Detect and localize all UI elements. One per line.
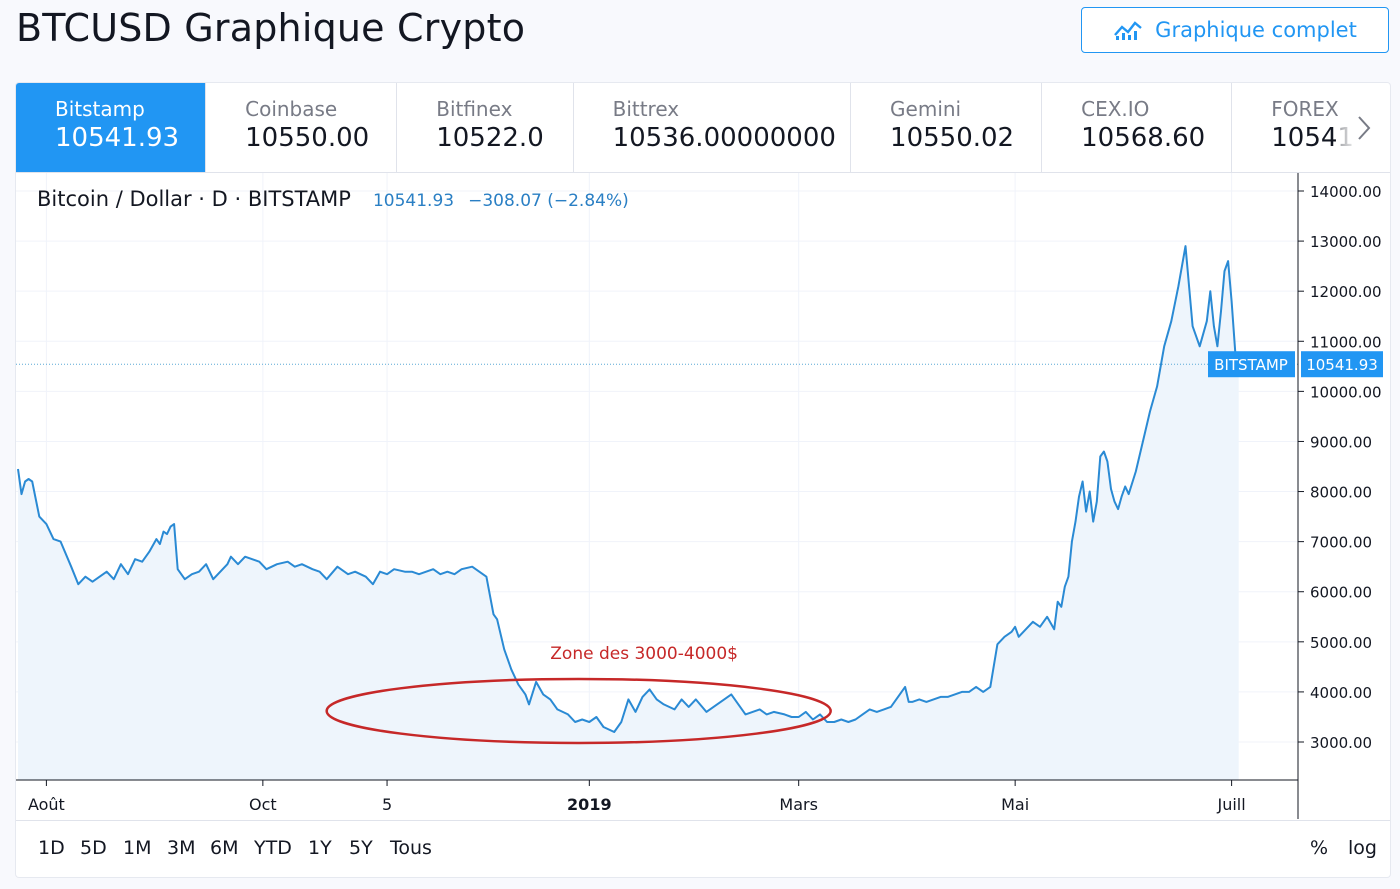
range-button-1m[interactable]: 1M	[123, 837, 152, 859]
chart-card: Bitstamp 10541.93 Coinbase 10550.00 Bitfinex…	[16, 83, 1390, 877]
exchange-price: 10550.02	[890, 123, 1015, 153]
symbol-tag	[1208, 351, 1295, 378]
range-button-1y[interactable]: 1Y	[308, 837, 332, 859]
y-tick-label: 7000.00	[1310, 534, 1372, 552]
x-tick-label: Mai	[1001, 795, 1029, 814]
exchange-name: CEX.IO	[1081, 97, 1150, 121]
legend-symbol: Bitcoin / Dollar · D · BITSTAMP	[37, 187, 351, 211]
exchange-tab-cex-io[interactable]: CEX.IO 10568.60	[1042, 83, 1233, 172]
exchange-name: FOREX	[1271, 97, 1339, 121]
exchange-name: Gemini	[890, 97, 962, 121]
chart-legend: Bitcoin / Dollar · D · BITSTAMP 10541.93−…	[37, 187, 629, 211]
page-title: BTCUSD Graphique Crypto	[16, 6, 526, 50]
full-chart-label: Graphique complet	[1155, 18, 1357, 42]
range-button-3m[interactable]: 3M	[167, 837, 196, 859]
y-tick-label: 3000.00	[1310, 734, 1372, 752]
annotation-ellipse	[325, 677, 832, 745]
x-tick-label: Oct	[249, 795, 277, 814]
price-tag	[1301, 351, 1383, 378]
legend-last-price: 10541.93	[372, 191, 455, 211]
exchange-name: Bittrex	[612, 97, 680, 121]
chart-line-icon	[1114, 21, 1142, 40]
x-tick-label: Août	[28, 795, 65, 814]
exchange-name: Bitfinex	[436, 97, 513, 121]
x-tick-label: Juill	[1217, 795, 1246, 814]
range-button-all[interactable]: Tous	[390, 837, 432, 859]
range-button-5d[interactable]: 5D	[80, 837, 107, 859]
exchange-price: 10541.93	[55, 123, 180, 153]
log-scale-button[interactable]: log	[1348, 837, 1377, 859]
symbol-tag-label: BITSTAMP	[1214, 356, 1288, 374]
exchange-price: 10568.60	[1081, 123, 1206, 153]
y-tick-label: 8000.00	[1310, 484, 1372, 502]
y-tick-label: 10000.00	[1310, 383, 1382, 401]
y-tick-label: 11000.00	[1310, 333, 1382, 351]
price-tag-label: 10541.93	[1306, 356, 1378, 374]
exchange-tab-bittrex[interactable]: Bittrex 10536.00000000	[574, 83, 852, 172]
exchange-tab-bitstamp[interactable]: Bitstamp 10541.93	[16, 83, 207, 172]
y-tick-label: 9000.00	[1310, 433, 1372, 451]
range-button-6m[interactable]: 6M	[210, 837, 239, 859]
range-button-5y[interactable]: 5Y	[349, 837, 373, 859]
range-button-ytd[interactable]: YTD	[254, 837, 292, 859]
exchange-price: 10522.0	[436, 123, 544, 153]
full-chart-button[interactable]: Graphique complet	[1081, 7, 1389, 53]
tabs-next-button[interactable]	[1338, 83, 1390, 172]
price-area	[18, 246, 1239, 781]
x-tick-label: Mars	[779, 795, 818, 814]
exchange-name: Coinbase	[245, 97, 338, 121]
x-tick-label: 5	[382, 795, 392, 814]
exchange-tab-bitfinex[interactable]: Bitfinex 10522.0	[397, 83, 574, 172]
exchange-price: 10550.00	[245, 123, 370, 153]
exchange-tab-coinbase[interactable]: Coinbase 10550.00	[206, 83, 398, 172]
exchange-tab-gemini[interactable]: Gemini 10550.02	[851, 83, 1043, 172]
price-chart[interactable]: Zone des 3000-4000$ 14000.00 13000.00 12000…	[16, 173, 1390, 819]
y-tick-label: 14000.00	[1310, 183, 1382, 201]
range-button-1d[interactable]: 1D	[38, 837, 65, 859]
y-tick-label: 4000.00	[1310, 684, 1372, 702]
exchange-name: Bitstamp	[55, 97, 145, 121]
chevron-right-icon	[1358, 115, 1371, 140]
legend-change: −308.07 (−2.84%)	[468, 191, 629, 211]
exchange-tabs: Bitstamp 10541.93 Coinbase 10550.00 Bitfinex…	[16, 83, 1390, 173]
chart-area[interactable]: Zone des 3000-4000$ 14000.00 13000.00 12000…	[16, 173, 1390, 819]
y-tick-label: 12000.00	[1310, 283, 1382, 301]
range-toolbar: 1D 5D 1M 3M 6M YTD 1Y 5Y Tous % log	[16, 820, 1390, 877]
annotation-label: Zone des 3000-4000$	[550, 644, 738, 664]
price-line	[17, 245, 1240, 733]
y-tick-label: 5000.00	[1310, 634, 1372, 652]
exchange-price: 10536.00000000	[612, 123, 836, 153]
x-tick-label: 2019	[567, 795, 612, 814]
y-tick-label: 6000.00	[1310, 584, 1372, 602]
percent-scale-button[interactable]: %	[1310, 837, 1329, 859]
y-tick-label: 13000.00	[1310, 233, 1382, 251]
